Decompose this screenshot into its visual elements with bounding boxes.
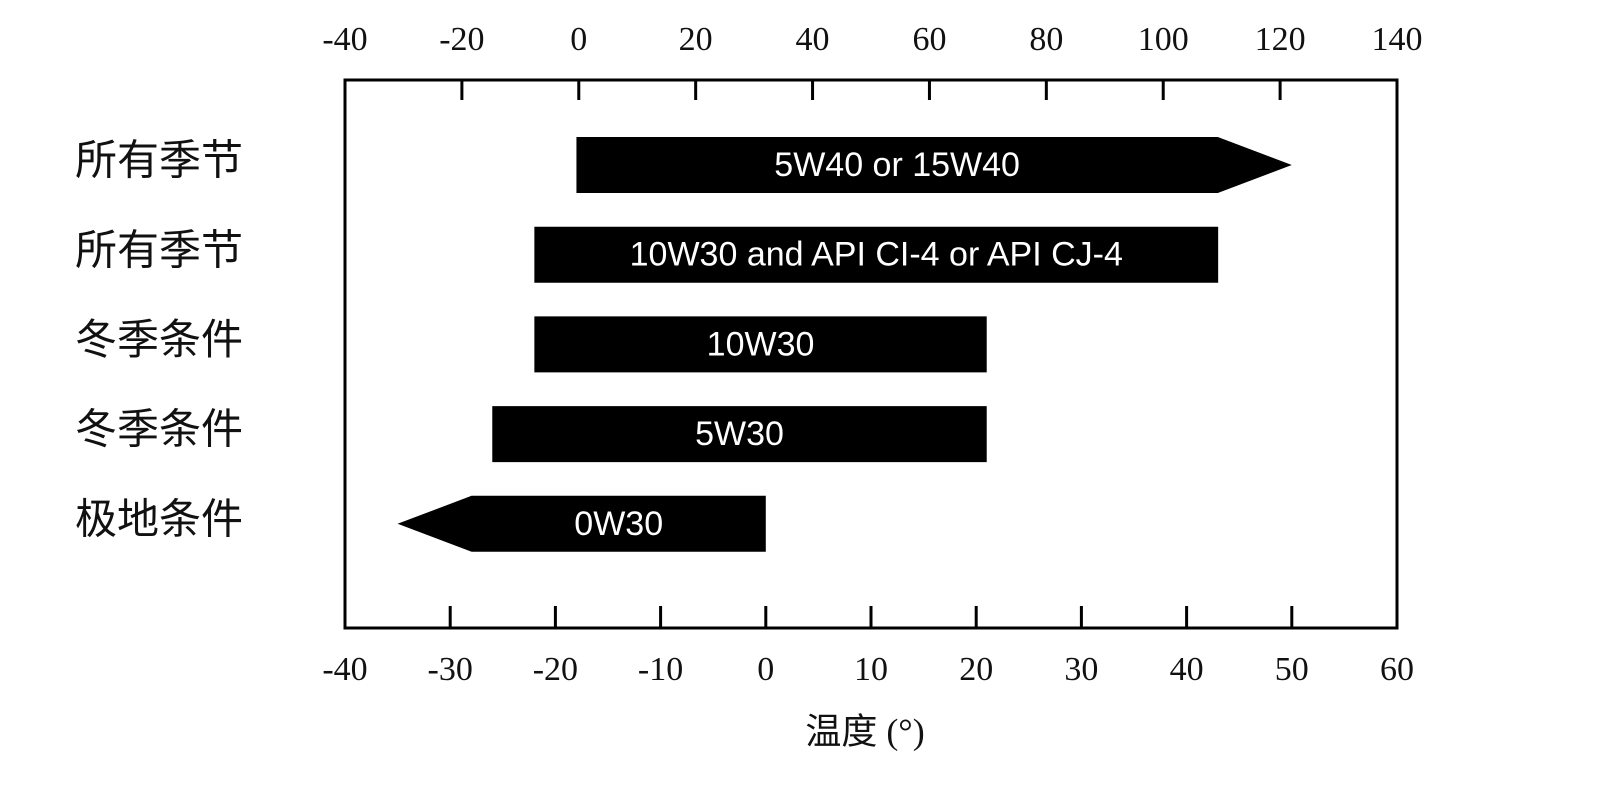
bar-label: 10W30 and API CI-4 or API CJ-4: [630, 236, 1123, 274]
category-label: 冬季条件: [75, 408, 243, 454]
category-label: 所有季节: [75, 228, 243, 274]
x2-tick-label: 100: [1138, 21, 1189, 58]
range-bar: [576, 137, 1292, 193]
x2-tick-label: 140: [1372, 21, 1423, 58]
x-tick-label: 40: [1170, 651, 1204, 688]
x-tick-label: 0: [757, 651, 774, 688]
range-bar: [534, 226, 1219, 283]
category-label: 冬季条件: [75, 318, 243, 364]
x-tick-label: -40: [322, 651, 367, 688]
x2-tick-label: 40: [796, 21, 830, 58]
x2-tick-label: 120: [1255, 21, 1306, 58]
range-bar: [534, 316, 987, 373]
x-tick-label: 30: [1064, 651, 1098, 688]
x2-tick-label: -20: [439, 21, 484, 58]
bar-label: 0W30: [574, 505, 663, 543]
bar-label: 5W30: [695, 415, 784, 453]
x2-tick-label: 20: [679, 21, 713, 58]
x2-tick-label: -40: [322, 21, 367, 58]
x-tick-label: 60: [1380, 651, 1414, 688]
range-bar: [397, 495, 766, 552]
x-tick-label: 50: [1275, 651, 1309, 688]
x-tick-label: 20: [959, 651, 993, 688]
bar-label: 5W40 or 15W40: [774, 146, 1020, 184]
x-tick-label: -20: [533, 651, 578, 688]
category-label: 所有季节: [75, 139, 243, 185]
category-label: 极地条件: [75, 497, 243, 543]
x-tick-label: -30: [428, 651, 473, 688]
x2-tick-label: 80: [1029, 21, 1063, 58]
x-tick-label: 10: [854, 651, 888, 688]
x-tick-label: -10: [638, 651, 683, 688]
x-axis-label: 温度 (°): [805, 711, 924, 751]
x2-tick-label: 60: [912, 21, 946, 58]
bar-label: 10W30: [707, 325, 815, 363]
range-bar: [492, 406, 987, 463]
x2-tick-label: 0: [570, 21, 587, 58]
